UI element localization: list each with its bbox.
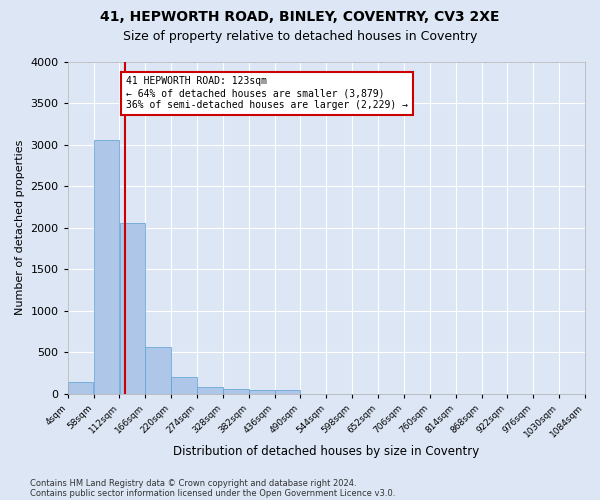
X-axis label: Distribution of detached houses by size in Coventry: Distribution of detached houses by size … xyxy=(173,444,479,458)
Bar xyxy=(275,390,301,394)
Bar xyxy=(94,140,119,394)
Text: Contains HM Land Registry data © Crown copyright and database right 2024.: Contains HM Land Registry data © Crown c… xyxy=(30,478,356,488)
Text: Contains public sector information licensed under the Open Government Licence v3: Contains public sector information licen… xyxy=(30,488,395,498)
Bar xyxy=(223,389,248,394)
Bar xyxy=(68,382,94,394)
Bar xyxy=(197,387,223,394)
Text: 41, HEPWORTH ROAD, BINLEY, COVENTRY, CV3 2XE: 41, HEPWORTH ROAD, BINLEY, COVENTRY, CV3… xyxy=(100,10,500,24)
Y-axis label: Number of detached properties: Number of detached properties xyxy=(15,140,25,316)
Text: Size of property relative to detached houses in Coventry: Size of property relative to detached ho… xyxy=(123,30,477,43)
Bar xyxy=(119,222,145,394)
Bar xyxy=(145,347,171,394)
Bar xyxy=(249,390,275,394)
Text: 41 HEPWORTH ROAD: 123sqm
← 64% of detached houses are smaller (3,879)
36% of sem: 41 HEPWORTH ROAD: 123sqm ← 64% of detach… xyxy=(125,76,407,110)
Bar xyxy=(171,377,197,394)
